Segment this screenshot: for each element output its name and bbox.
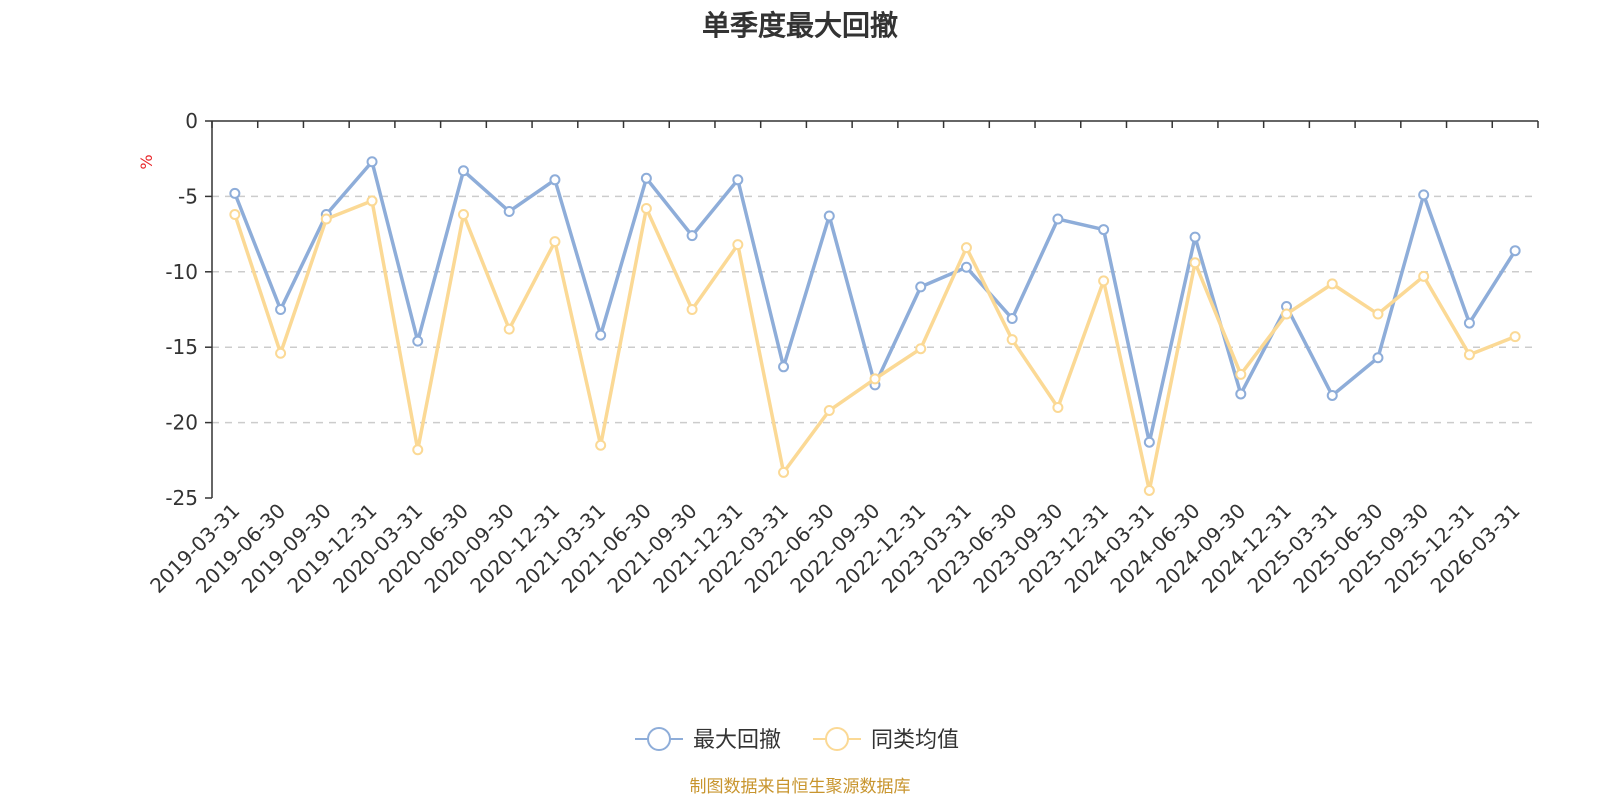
data-point	[549, 236, 561, 248]
data-point	[1189, 231, 1201, 243]
data-point	[960, 242, 972, 254]
y-tick-label: -25	[165, 486, 198, 510]
data-point	[1372, 352, 1384, 364]
y-tick-labels: 0 -5 -10 -15 -20 -25	[165, 109, 198, 510]
x-tick-labels: 2019-03-312019-06-302019-09-302019-12-31…	[145, 499, 1524, 598]
series-lines	[229, 156, 1521, 496]
y-tick-label: -15	[165, 335, 198, 359]
legend-marker	[825, 727, 849, 751]
data-point	[1326, 278, 1338, 290]
series-2	[229, 195, 1521, 496]
data-point	[869, 373, 881, 385]
data-point	[732, 174, 744, 186]
data-point	[503, 205, 515, 217]
data-point	[1143, 436, 1155, 448]
data-point	[1281, 308, 1293, 320]
data-point	[915, 343, 927, 355]
data-point	[915, 281, 927, 293]
legend-item-2[interactable]: 同类均值	[813, 727, 959, 753]
data-source-note: 制图数据来自恒生聚源数据库	[690, 777, 911, 797]
y-tick-label: -10	[165, 260, 198, 284]
data-point	[1509, 331, 1521, 343]
y-tick-label: 0	[185, 109, 198, 133]
legend[interactable]: 最大回撤 同类均值	[635, 727, 959, 753]
data-point	[412, 444, 424, 456]
data-point	[229, 208, 241, 220]
data-point	[1235, 368, 1247, 380]
y-tick-label: -5	[178, 184, 198, 208]
legend-label: 同类均值	[871, 728, 959, 753]
data-point	[686, 230, 698, 242]
y-tick-label: -20	[165, 411, 198, 435]
data-point	[686, 304, 698, 315]
data-point	[1418, 189, 1430, 201]
y-axis-unit: %	[137, 154, 156, 169]
data-point	[1509, 245, 1521, 257]
data-point	[595, 329, 607, 341]
data-point	[457, 165, 469, 177]
data-point	[595, 439, 607, 451]
axes	[205, 120, 1539, 499]
data-point	[1418, 270, 1430, 282]
data-point	[275, 304, 287, 315]
data-point	[778, 466, 790, 478]
data-point	[1052, 402, 1064, 414]
data-point	[1235, 388, 1247, 400]
data-point	[1463, 349, 1475, 361]
data-point	[778, 361, 790, 373]
data-point	[823, 405, 835, 417]
series-line	[233, 199, 1516, 493]
data-point	[366, 156, 378, 168]
data-point	[412, 335, 424, 347]
data-point	[640, 172, 652, 184]
data-point	[732, 239, 744, 251]
data-point	[1052, 213, 1064, 225]
data-point	[320, 213, 332, 225]
data-point	[1372, 308, 1384, 320]
data-point	[640, 202, 652, 214]
data-point	[1098, 224, 1110, 236]
data-point	[229, 187, 241, 199]
chart-title: 单季度最大回撤	[702, 9, 898, 42]
data-point	[366, 195, 378, 207]
grid-lines	[212, 195, 1538, 424]
data-point	[960, 261, 972, 273]
data-point	[275, 347, 287, 359]
data-point	[1463, 317, 1475, 329]
data-point	[1189, 257, 1201, 269]
data-point	[457, 208, 469, 220]
data-point	[1098, 275, 1110, 287]
series-1	[229, 156, 1521, 448]
legend-item-1[interactable]: 最大回撤	[635, 727, 781, 753]
data-point	[823, 210, 835, 222]
data-point	[1326, 389, 1338, 401]
legend-label: 最大回撤	[693, 728, 781, 753]
data-point	[1006, 334, 1018, 346]
legend-marker	[647, 727, 671, 751]
data-point	[549, 174, 561, 186]
data-point	[1006, 313, 1018, 325]
data-point	[1143, 484, 1155, 496]
data-point	[503, 323, 515, 335]
